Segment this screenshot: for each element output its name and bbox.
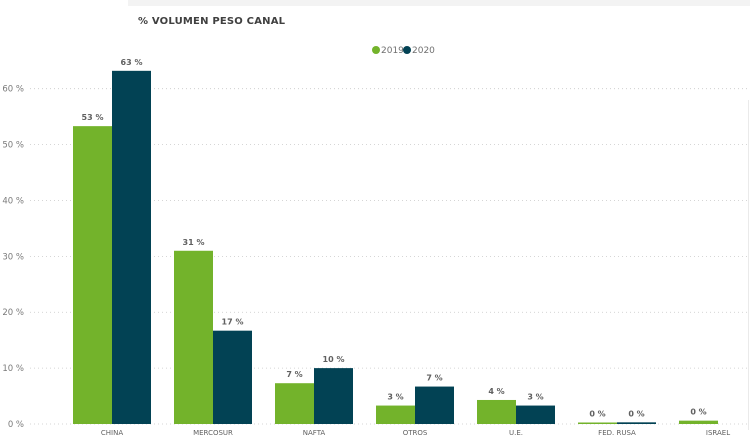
y-tick-label: 60 % <box>2 85 24 95</box>
legend-label-2020: 2020 <box>412 46 435 56</box>
data-labels: 53 % 63 % 31 % 17 % 7 % 10 % 3 % 7 % 4 % 3 % 0 % 0 … <box>82 58 707 419</box>
data-label: 53 % <box>82 113 104 122</box>
data-label: 10 % <box>323 355 345 364</box>
data-label: 0 % <box>589 410 605 419</box>
data-label: 3 % <box>527 393 543 402</box>
x-tick-label: OTROS <box>403 429 428 437</box>
legend-label-2019: 2019 <box>381 46 404 56</box>
bar-2019-otros <box>376 405 415 424</box>
x-tick-label: MERCOSUR <box>193 429 233 437</box>
y-tick-label: 0 % <box>8 420 24 430</box>
legend: 2019 2020 <box>372 46 435 56</box>
data-label: 0 % <box>628 409 644 418</box>
bars <box>73 70 718 424</box>
x-tick-label: FED. RUSA <box>598 429 636 437</box>
legend-swatch-2019 <box>372 46 380 54</box>
bar-2020-u-e <box>516 405 555 424</box>
top-strip <box>128 0 750 6</box>
x-tick-label: U.E. <box>509 429 523 437</box>
data-label: 31 % <box>183 238 205 247</box>
bar-2020-nafta <box>314 368 353 424</box>
y-tick-label: 40 % <box>2 196 24 206</box>
data-label: 63 % <box>121 58 143 67</box>
right-edge-rule <box>748 100 749 430</box>
y-axis-ticks: 0 % 10 % 20 % 30 % 40 % 50 % 60 % <box>2 85 24 430</box>
y-tick-label: 10 % <box>2 364 24 374</box>
x-tick-label: CHINA <box>101 429 123 437</box>
y-tick-label: 30 % <box>2 252 24 262</box>
data-label: 0 % <box>690 408 706 417</box>
data-label: 3 % <box>387 393 403 402</box>
bar-2020-fed-rusa <box>617 422 656 424</box>
y-tick-label: 50 % <box>2 141 24 151</box>
data-label: 4 % <box>488 387 504 396</box>
bar-2020-china <box>112 70 151 424</box>
x-tick-label: NAFTA <box>303 429 326 437</box>
bar-2020-otros <box>415 386 454 424</box>
bar-2019-china <box>73 126 112 424</box>
y-tick-label: 20 % <box>2 308 24 318</box>
x-axis-ticks: CHINA MERCOSUR NAFTA OTROS U.E. FED. RUSA ISRA… <box>101 429 730 437</box>
bar-2019-israel <box>679 420 718 424</box>
bar-2019-u-e <box>477 399 516 424</box>
bar-2020-mercosur <box>213 330 252 424</box>
data-label: 7 % <box>286 370 302 379</box>
data-label: 7 % <box>426 374 442 383</box>
data-label: 17 % <box>222 318 244 327</box>
x-tick-label: ISRAEL <box>706 429 730 437</box>
bar-2019-fed-rusa <box>578 422 617 424</box>
legend-swatch-2020 <box>403 46 411 54</box>
bar-2019-mercosur <box>174 250 213 424</box>
bar-2019-nafta <box>275 383 314 424</box>
chart-title: % VOLUMEN PESO CANAL <box>138 16 286 27</box>
